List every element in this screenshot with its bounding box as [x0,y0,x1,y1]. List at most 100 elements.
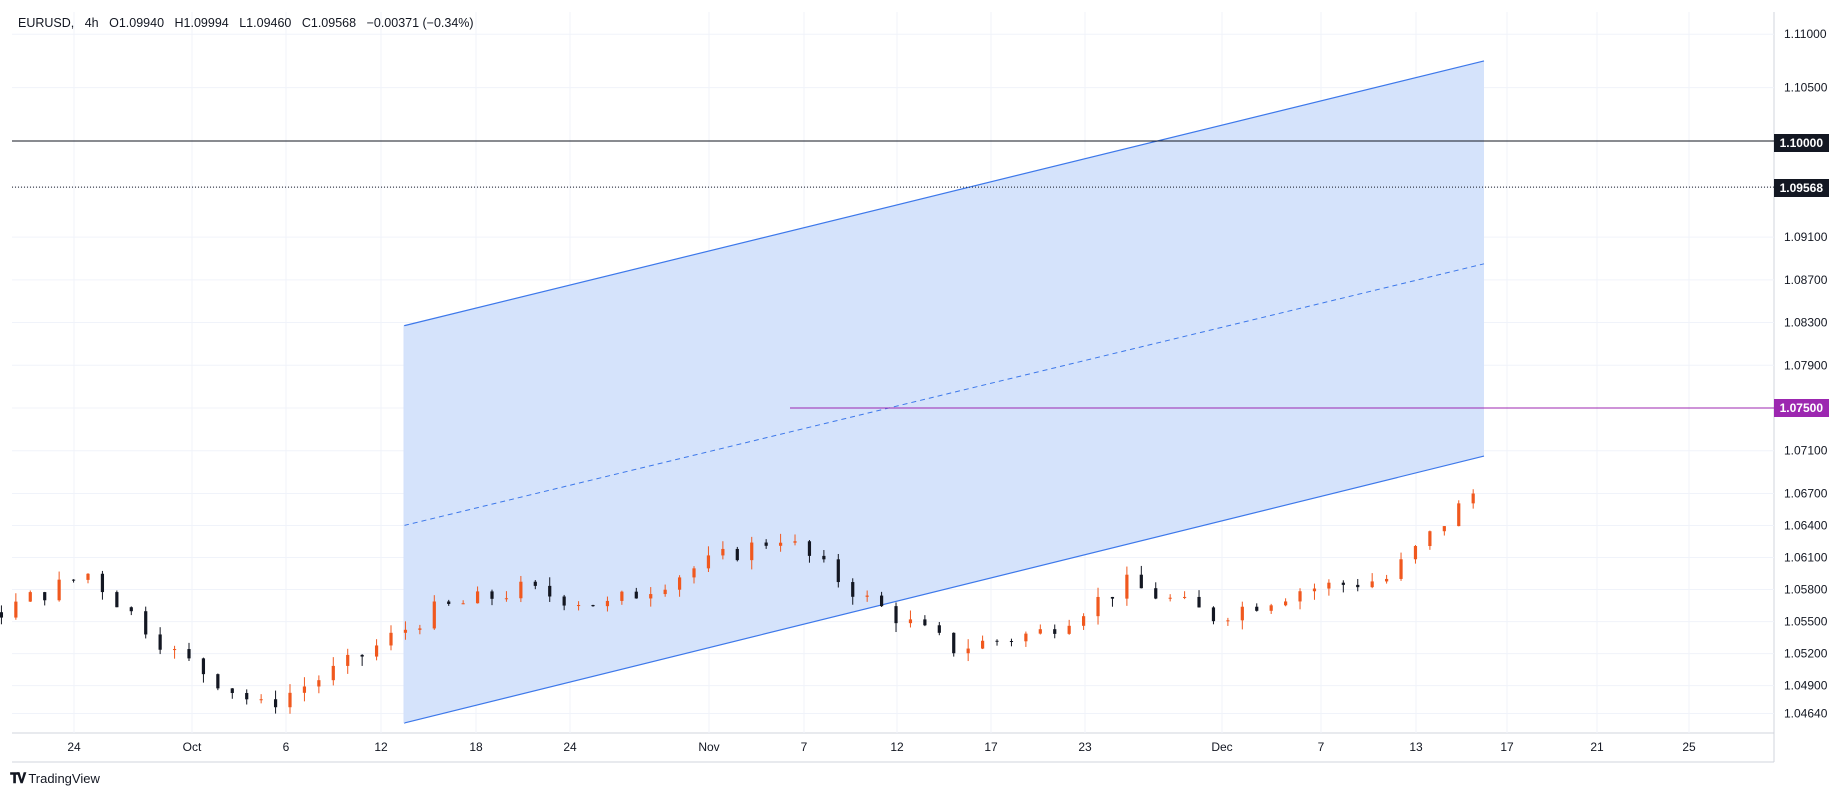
price-tick-label: 1.05200 [1784,647,1828,661]
candle-body [461,603,465,605]
price-tick-label: 1.09100 [1784,230,1828,244]
candle-body [692,568,696,578]
candle-body [115,592,119,608]
candle-body [302,686,307,693]
candle-body [1211,607,1216,622]
price-tick-label: 1.05500 [1784,615,1828,629]
candle-body [634,591,638,599]
candle-body [71,579,76,581]
candle-body [403,629,408,633]
price-scale-background [1774,0,1843,762]
candle-body [865,595,869,597]
candle-body [57,579,61,601]
candle-body [750,542,754,561]
candle-body [894,606,898,624]
candle-body [317,680,321,687]
candle-body [778,542,783,546]
candle-body [14,601,18,618]
candle-body [172,649,177,651]
candle-body [620,591,624,601]
candle-body [360,654,364,657]
price-tick-label: 1.06400 [1784,518,1828,532]
candle-body [1009,641,1014,643]
candle-body [288,692,292,708]
candle-body [0,612,4,618]
time-tick-label: 24 [563,740,577,754]
candle-body [28,592,32,602]
candle-body [1284,601,1288,606]
candle-body [490,591,494,599]
time-tick-label: 7 [801,740,808,754]
candle-body [43,592,47,601]
candle-body [533,581,537,586]
candle-body [677,577,682,590]
time-tick-label: 21 [1590,740,1604,754]
time-tick-label: 24 [67,740,81,754]
candle-body [1269,605,1273,611]
candle-body [1370,581,1374,588]
candle-body [230,688,234,694]
time-tick-label: Dec [1211,740,1232,754]
candle-body [1428,531,1432,547]
candle-body [144,611,148,635]
candle-body [937,625,941,633]
channel-lower-line [403,455,1485,724]
candle-body [346,654,350,666]
legend-open: O1.09940 [109,16,165,30]
candle-body [100,573,105,593]
price-tick-label: 1.04640 [1784,706,1828,720]
symbol-legend: EURUSD, 4h O1.09940 H1.09994 L1.09460 C1… [18,16,481,30]
time-tick-label: 17 [984,740,998,754]
candle-body [1399,559,1403,579]
candle-body [822,555,826,560]
candle-body [879,595,884,607]
price-tick-label: 1.06700 [1784,486,1828,500]
candle-body [1139,574,1143,589]
candle-body [851,582,855,597]
candle-body [793,541,797,543]
legend-high: H1.09994 [174,16,229,30]
candle-body [418,628,422,630]
candle-body [86,573,90,580]
tradingview-logo[interactable]: 𝐓𝐕 TradingView [10,770,100,787]
candle-body [764,542,768,546]
candle-body [663,589,667,595]
candle-body [908,619,913,624]
time-tick-label: Oct [183,740,202,754]
candle-body [158,634,162,650]
candle-body [374,645,379,657]
candle-body [475,591,480,604]
time-tick-label: 12 [890,740,904,754]
legend-low: L1.09460 [239,16,292,30]
time-tick-label: 23 [1078,740,1092,754]
candle-body [966,648,970,654]
candle-body [706,555,711,569]
candle-body [1197,596,1201,608]
candle-body [1457,503,1461,527]
candle-body [1226,620,1230,622]
candle-body [923,619,927,626]
candle-body [1024,633,1028,642]
candle-body [836,559,840,583]
candle-body [649,594,653,599]
time-tick-label: 12 [374,740,388,754]
candle-body [1081,616,1086,626]
time-tick-label: Nov [698,740,719,754]
candle-body [1168,597,1172,599]
candle-body [519,581,523,599]
time-tick-label: 17 [1500,740,1514,754]
candle-body [259,699,263,701]
legend-symbol[interactable]: EURUSD, [18,16,78,30]
legend-interval[interactable]: 4h [84,16,99,30]
candle-body [1183,596,1187,598]
candle-body [562,596,566,606]
regression-channel[interactable] [403,60,1485,724]
horizontal-lines[interactable] [12,140,1774,409]
price-tick-label: 1.05800 [1784,583,1828,597]
price-tag-resistance: 1.10000 [1773,134,1829,152]
candle-body [591,605,595,607]
candle-body [548,585,552,597]
candle-body [1442,526,1446,532]
